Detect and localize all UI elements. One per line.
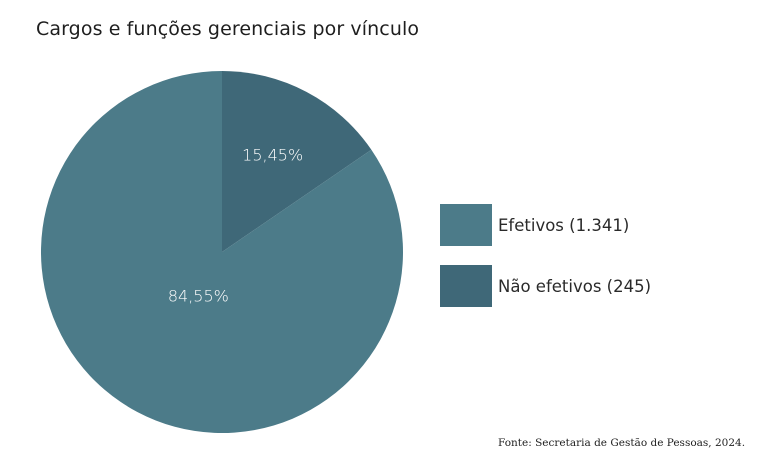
chart-title: Cargos e funções gerenciais por vínculo [36, 18, 420, 40]
legend-swatch-efetivos [440, 204, 492, 246]
legend-label-efetivos: Efetivos (1.341) [498, 215, 630, 235]
legend-item-nao-efetivos: Não efetivos (245) [440, 265, 651, 307]
legend-swatch-nao-efetivos [440, 265, 492, 307]
legend: Efetivos (1.341) Não efetivos (245) [440, 204, 651, 326]
legend-label-nao-efetivos: Não efetivos (245) [498, 276, 652, 296]
pie-slice-0 [222, 71, 372, 252]
pie-slice-label-1: 84,55% [168, 286, 229, 305]
source-note: Fonte: Secretaria de Gestão de Pessoas, … [498, 437, 746, 449]
legend-item-efetivos: Efetivos (1.341) [440, 204, 651, 246]
pie-slice-label-0: 15,45% [242, 145, 303, 164]
pie-slice-1 [40, 71, 403, 434]
